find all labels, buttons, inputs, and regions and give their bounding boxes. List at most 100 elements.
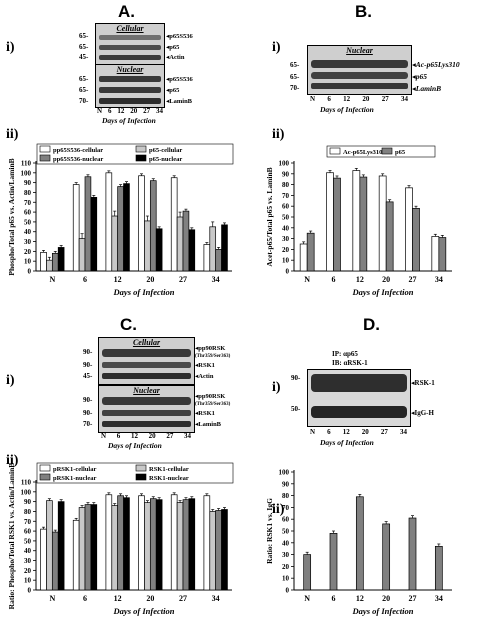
- x-tick-label: 12: [356, 594, 364, 603]
- blot-c-nuclear-bands: [102, 397, 191, 427]
- x-tick-label: 6: [83, 594, 87, 603]
- bar: [111, 505, 119, 591]
- y-tick-label: 80: [24, 508, 32, 516]
- blot-b-image: Nuclear: [307, 45, 412, 95]
- bar: [209, 226, 217, 272]
- blot-b-label-2: ◂p65: [412, 72, 428, 81]
- y-tick-label: 30: [282, 551, 290, 559]
- legend-label: pRSK1-cellular: [53, 466, 96, 473]
- sublabel-d-i: i): [272, 380, 281, 395]
- bar: [40, 251, 47, 272]
- x-tick-label: 34: [435, 275, 443, 284]
- sublabel-c-ii: ii): [6, 453, 19, 468]
- blot-a-cellular-bands: [99, 35, 161, 60]
- blot-a-mw-5: 65-: [79, 86, 89, 94]
- x-tick-label: 34: [212, 594, 220, 603]
- legend-swatch: [135, 154, 147, 162]
- blot-a-xtitle: Days of Infection: [102, 116, 156, 125]
- blot-b-xtitle: Days of Infection: [320, 105, 374, 114]
- blot-c-label-5: ◂RSK1: [195, 410, 215, 417]
- blot-b-mw-2: 65-: [290, 73, 300, 81]
- x-axis-label: Days of Infection: [113, 287, 175, 297]
- y-tick-label: 20: [24, 248, 32, 256]
- x-tick-label: 27: [179, 275, 187, 284]
- bar: [78, 238, 86, 272]
- blot-d-label-1: ◂RSK-1: [411, 379, 435, 387]
- blot-b-lane: 12: [343, 95, 351, 103]
- blot-c-label-3: ◂Actin: [195, 373, 214, 380]
- y-tick-label: 30: [24, 557, 32, 565]
- y-tick-label: 60: [24, 209, 32, 217]
- sublabel-c-i: i): [6, 373, 15, 388]
- legend-swatch: [39, 145, 51, 153]
- blot-c-mw-2: 90-: [83, 361, 93, 369]
- bar: [221, 224, 228, 272]
- blot-c-nuclear-title: Nuclear: [133, 386, 160, 395]
- panel-letter-c: C.: [120, 315, 137, 334]
- blot-a-label-1: ◂p65S536: [166, 33, 193, 40]
- y-axis-label: Acet-p65/Total p65 vs. LaminB: [265, 167, 274, 266]
- y-tick-label: 10: [282, 257, 290, 265]
- blot-a-mw-6: 70-: [79, 97, 89, 105]
- blot-d-lane: 34: [399, 428, 407, 436]
- bar: [299, 243, 308, 272]
- bar: [431, 236, 440, 272]
- legend-label: pRSK1-nuclear: [53, 475, 96, 482]
- bar: [51, 531, 59, 591]
- legend-label: pp65S536-cellular: [53, 147, 103, 154]
- blot-c-lane: 12: [130, 432, 138, 440]
- legend-swatch: [135, 145, 147, 153]
- y-axis-label: Ratio: RSK1 vs. IgG: [265, 498, 274, 564]
- y-axis-label: Ratio: Phospho/Total RSK1 vs. Actin/Lami…: [7, 463, 16, 610]
- blot-b-lane: N: [310, 95, 316, 103]
- blot-a-mw-1: 65-: [79, 32, 89, 40]
- blot-a-lane: 20: [130, 107, 138, 115]
- blot-c-lane: 6: [116, 432, 121, 440]
- bar: [221, 509, 228, 591]
- blot-a-lane: N: [97, 107, 103, 115]
- blot-b-mw-3: 70-: [290, 84, 300, 92]
- y-tick-label: 80: [282, 181, 290, 189]
- bar: [188, 498, 196, 591]
- legend-swatch: [135, 473, 147, 481]
- blot-c-mw-6: 70-: [83, 420, 93, 428]
- legend-swatch: [39, 464, 51, 472]
- y-tick-label: 40: [282, 539, 290, 547]
- y-tick-label: 60: [24, 528, 32, 536]
- blot-b-bands: [311, 60, 408, 89]
- y-tick-label: 90: [24, 498, 32, 506]
- y-tick-label: 70: [24, 518, 32, 526]
- bar: [176, 216, 184, 272]
- bar: [182, 499, 190, 591]
- x-tick-label: N: [304, 275, 310, 284]
- blot-d-xtitle: Days of Infection: [320, 438, 374, 447]
- y-tick-label: 30: [24, 238, 32, 246]
- x-tick-label: 20: [382, 275, 390, 284]
- y-tick-label: 70: [282, 504, 290, 512]
- blot-a-nuclear-image: Nuclear: [95, 64, 165, 108]
- legend-box: [36, 462, 234, 484]
- blot-a-label-2: ◂p65: [166, 44, 180, 51]
- blot-c-sublabel: (Thr359/Ser363): [195, 354, 231, 359]
- blot-a-nuclear-bands: [99, 76, 161, 104]
- blot-d-mw-2: 50-: [291, 405, 301, 413]
- y-tick-label: 100: [21, 488, 32, 496]
- x-tick-label: 6: [83, 275, 87, 284]
- blot-a-mw-4: 65-: [79, 75, 89, 83]
- blot-a-lane: 34: [155, 107, 163, 115]
- blot-a-label-3: ◂Actin: [166, 54, 185, 61]
- bar: [155, 228, 163, 272]
- bar: [78, 507, 86, 591]
- blot-d-bands: [311, 374, 407, 418]
- bar: [40, 528, 47, 591]
- blot-d-lane: N: [310, 428, 316, 436]
- y-tick-label: 30: [282, 235, 290, 243]
- bar: [84, 504, 92, 591]
- blot-c-xtitle: Days of Infection: [108, 441, 162, 450]
- blot-a-nuclear-title: Nuclear: [116, 65, 144, 74]
- blot-c-label-6: ◂LaminB: [195, 421, 222, 428]
- bar: [57, 501, 65, 591]
- sublabel-a-ii: ii): [6, 127, 19, 142]
- bar: [90, 504, 98, 591]
- legend-label: pp65S536-nuclear: [53, 156, 103, 163]
